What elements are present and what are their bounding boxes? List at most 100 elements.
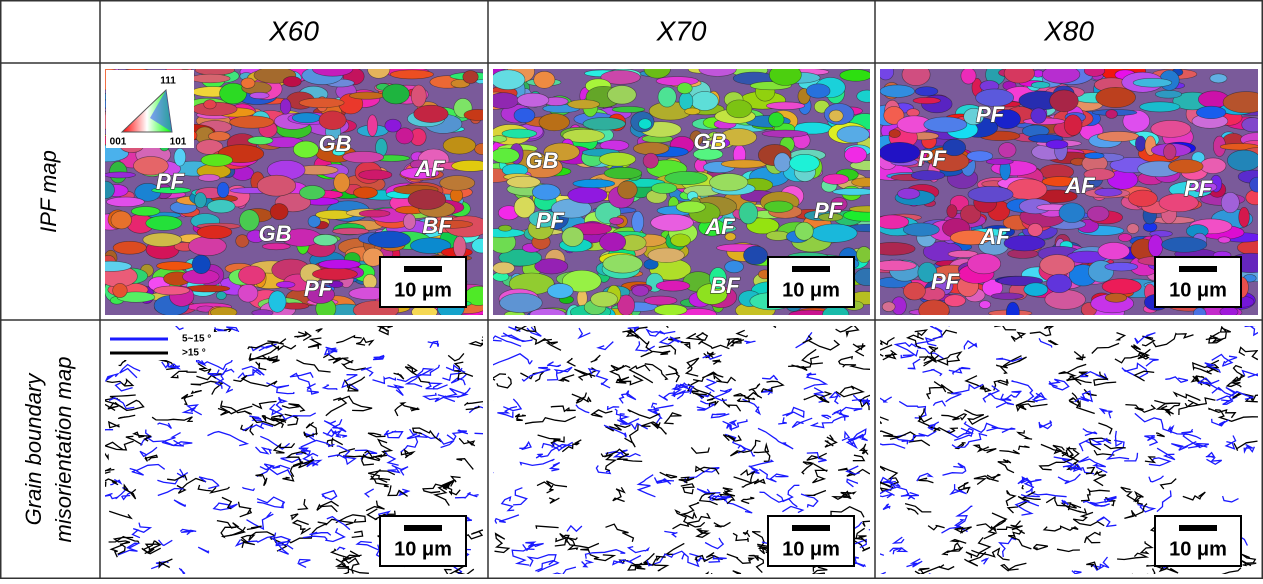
boundary <box>955 505 973 533</box>
boundary <box>234 532 277 547</box>
boundary <box>919 354 940 364</box>
grain <box>200 153 233 167</box>
grain <box>1158 193 1199 213</box>
boundary <box>325 518 354 526</box>
scale-label: 10 μm <box>782 279 840 301</box>
boundary <box>627 326 640 333</box>
grain <box>806 83 831 99</box>
grain <box>1217 236 1231 244</box>
scale-bar <box>1179 525 1217 531</box>
boundary <box>1133 370 1155 382</box>
boundary <box>125 435 143 446</box>
boundary <box>387 485 408 497</box>
grain <box>513 196 536 219</box>
grain <box>643 69 671 79</box>
boundary <box>302 528 346 543</box>
grain <box>562 128 605 143</box>
grain <box>836 125 870 144</box>
boundary <box>953 526 972 534</box>
ipf-image <box>493 69 870 315</box>
boundary <box>406 428 428 440</box>
grain <box>453 235 467 258</box>
boundary <box>197 484 212 492</box>
boundary <box>918 477 934 484</box>
boundary <box>442 387 471 403</box>
legend-label: >15 ° <box>182 348 206 359</box>
boundary <box>748 554 765 574</box>
boundary <box>1020 493 1040 498</box>
grain <box>1241 117 1258 133</box>
boundary <box>1017 445 1030 451</box>
grain <box>789 154 820 173</box>
grain <box>711 132 725 148</box>
boundary <box>704 537 725 550</box>
grain <box>990 292 1024 300</box>
boundary <box>493 353 533 366</box>
boundary <box>882 349 898 361</box>
boundary <box>1068 392 1080 404</box>
boundary <box>641 421 661 430</box>
boundary <box>726 553 756 564</box>
grain <box>516 92 550 108</box>
boundary <box>237 372 255 379</box>
boundary <box>372 375 397 385</box>
boundary <box>555 536 579 551</box>
grain <box>844 146 868 164</box>
boundary <box>1124 503 1148 520</box>
boundary <box>1085 466 1096 475</box>
grain <box>493 135 508 143</box>
grain <box>851 177 870 188</box>
boundary <box>300 439 335 448</box>
grain <box>1209 73 1228 84</box>
grain <box>499 292 543 313</box>
boundary <box>659 471 678 479</box>
boundary <box>1172 391 1201 402</box>
grain <box>766 101 806 110</box>
boundary <box>1093 449 1115 456</box>
boundary <box>972 444 997 454</box>
grain <box>188 236 227 256</box>
grain <box>590 291 618 308</box>
boundary <box>173 499 187 508</box>
grain <box>367 69 391 79</box>
boundary <box>176 477 207 494</box>
boundary <box>1056 548 1080 553</box>
grain <box>513 107 536 123</box>
boundary <box>383 449 399 466</box>
boundary <box>447 352 465 362</box>
grain <box>312 69 354 77</box>
boundary <box>105 440 134 451</box>
boundary <box>537 434 565 448</box>
boundary <box>144 540 162 551</box>
boundary <box>400 448 416 459</box>
boundary <box>105 403 116 411</box>
grain <box>631 285 649 297</box>
boundary <box>1208 407 1237 419</box>
boundary <box>580 548 617 562</box>
phase-label: AF <box>414 156 445 181</box>
phase-label: AF <box>704 214 735 239</box>
grain <box>572 179 616 189</box>
boundary <box>737 444 755 457</box>
grain <box>498 249 542 267</box>
boundary <box>110 478 123 486</box>
grain <box>1122 109 1150 133</box>
boundary <box>281 403 306 412</box>
grain <box>946 204 958 219</box>
boundary <box>905 334 924 349</box>
grain <box>216 181 230 198</box>
boundary <box>1011 390 1022 398</box>
boundary <box>546 366 573 381</box>
boundary <box>515 326 537 333</box>
grain <box>1097 131 1140 142</box>
boundary <box>190 389 202 395</box>
boundary <box>742 529 751 538</box>
boundary <box>1038 337 1053 348</box>
grain <box>413 104 449 123</box>
grain <box>105 180 115 199</box>
grain <box>342 151 385 164</box>
boundary <box>575 392 588 404</box>
grain <box>881 301 896 312</box>
grain <box>638 118 652 130</box>
boundary <box>1074 390 1094 403</box>
